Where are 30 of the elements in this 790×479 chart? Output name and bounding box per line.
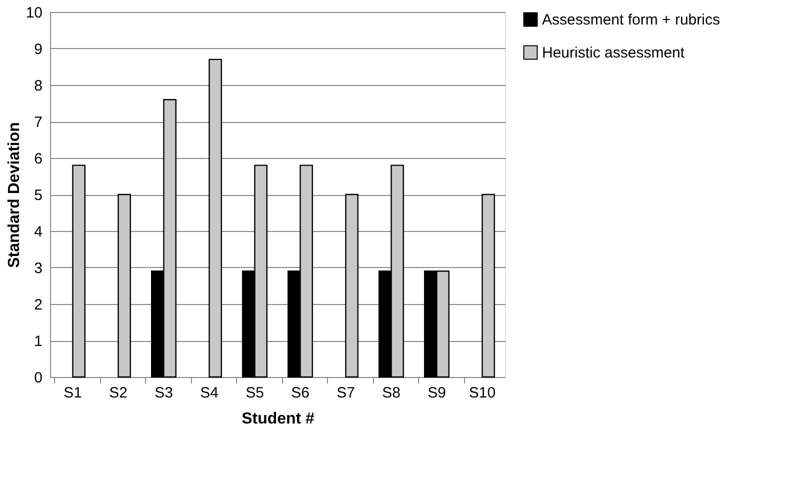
y-tick-label: 8 xyxy=(34,78,42,94)
y-tick-label: 6 xyxy=(34,150,42,168)
y-tick-label: 5 xyxy=(34,187,42,204)
y-tick-label: 10 xyxy=(26,4,42,22)
y-tick-label: 9 xyxy=(34,41,42,58)
y-tick-label: 2 xyxy=(34,296,42,314)
y-tick-label: 0 xyxy=(34,370,42,386)
y-tick-label: 7 xyxy=(34,114,42,131)
y-tick-label: 4 xyxy=(34,224,42,240)
x-tick-label: S3 xyxy=(154,384,173,402)
x-tick-label: S8 xyxy=(382,384,400,402)
bar xyxy=(345,194,358,378)
x-tick-label: S7 xyxy=(336,384,355,402)
x-tick-label: S5 xyxy=(246,384,264,402)
x-tick-label: S9 xyxy=(428,384,446,402)
x-tick-label: S2 xyxy=(109,384,128,402)
y-axis-title: Standard Deviation xyxy=(6,122,23,268)
legend-label: Assessment form + rubrics xyxy=(542,12,720,28)
y-tick-label: 3 xyxy=(34,260,42,277)
x-axis-title: Student # xyxy=(242,410,315,428)
y-tick-label: 1 xyxy=(34,333,42,350)
bar xyxy=(118,194,131,378)
x-tick-label: S6 xyxy=(291,384,310,402)
bar xyxy=(208,58,222,378)
x-tick-label: S4 xyxy=(200,384,218,402)
bar xyxy=(72,164,86,378)
x-tick-label: S1 xyxy=(64,384,82,402)
bar xyxy=(482,194,495,378)
legend-label: Heuristic assessment xyxy=(542,44,686,62)
x-tick-label: S10 xyxy=(468,384,496,402)
